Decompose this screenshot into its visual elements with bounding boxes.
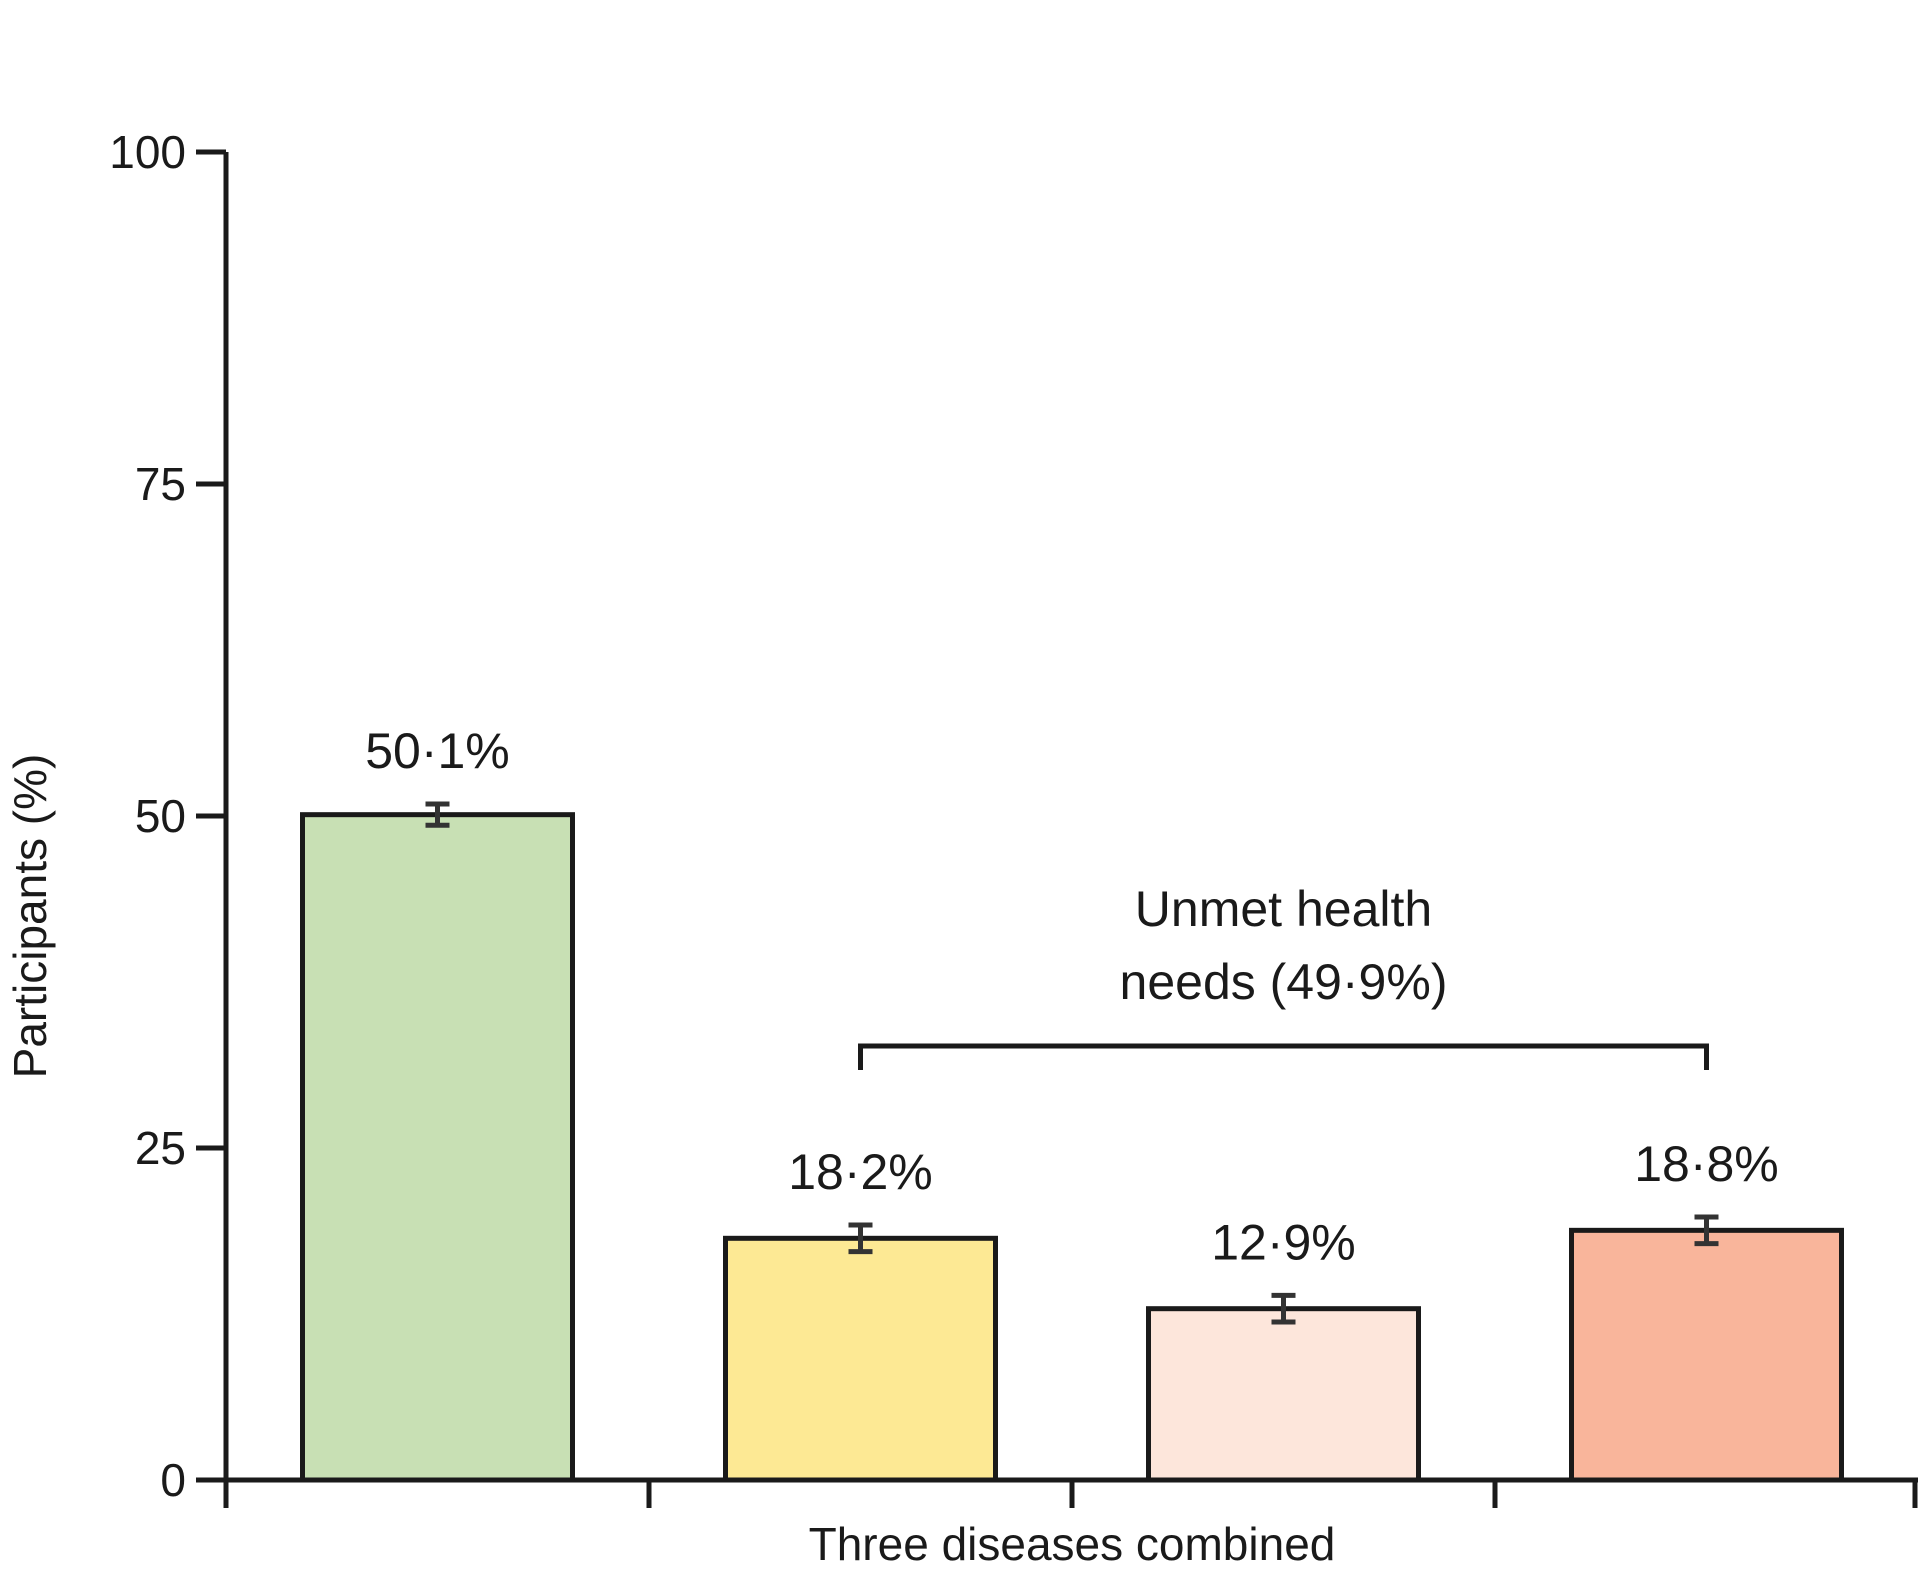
y-tick-label: 25 <box>135 1122 186 1174</box>
bar <box>723 1235 998 1483</box>
bar-value-label: 12·9% <box>1211 1214 1356 1270</box>
bars <box>300 801 1844 1483</box>
annotation-line-2: needs (49·9%) <box>1120 954 1448 1010</box>
bar-value-label: 18·8% <box>1634 1136 1779 1192</box>
bar <box>1146 1306 1421 1483</box>
y-tick-label: 75 <box>135 458 186 510</box>
bar <box>1569 1227 1844 1483</box>
y-tick-label: 100 <box>109 126 186 178</box>
bar-value-label: 18·2% <box>788 1144 933 1200</box>
y-tick-label: 50 <box>135 790 186 842</box>
bar <box>300 812 575 1483</box>
x-axis <box>223 1477 1918 1508</box>
y-tick-label: 0 <box>160 1454 186 1506</box>
y-axis: 0 25 50 75 100 <box>109 126 229 1506</box>
data-labels: 50·1% 18·2% 12·9% 18·8% <box>365 723 1779 1270</box>
error-bar <box>1271 1292 1296 1325</box>
unmet-needs-annotation: Unmet health needs (49·9%) <box>858 881 1709 1070</box>
y-axis-title: Participants (%) <box>4 754 56 1079</box>
x-axis-title: Three diseases combined <box>809 1518 1336 1570</box>
error-bar <box>1694 1214 1719 1247</box>
error-bar <box>848 1222 873 1255</box>
annotation-line-1: Unmet health <box>1135 881 1432 937</box>
bar-value-label: 50·1% <box>365 723 510 779</box>
unmet-needs-bracket <box>858 1043 1709 1070</box>
error-bar <box>425 801 450 828</box>
